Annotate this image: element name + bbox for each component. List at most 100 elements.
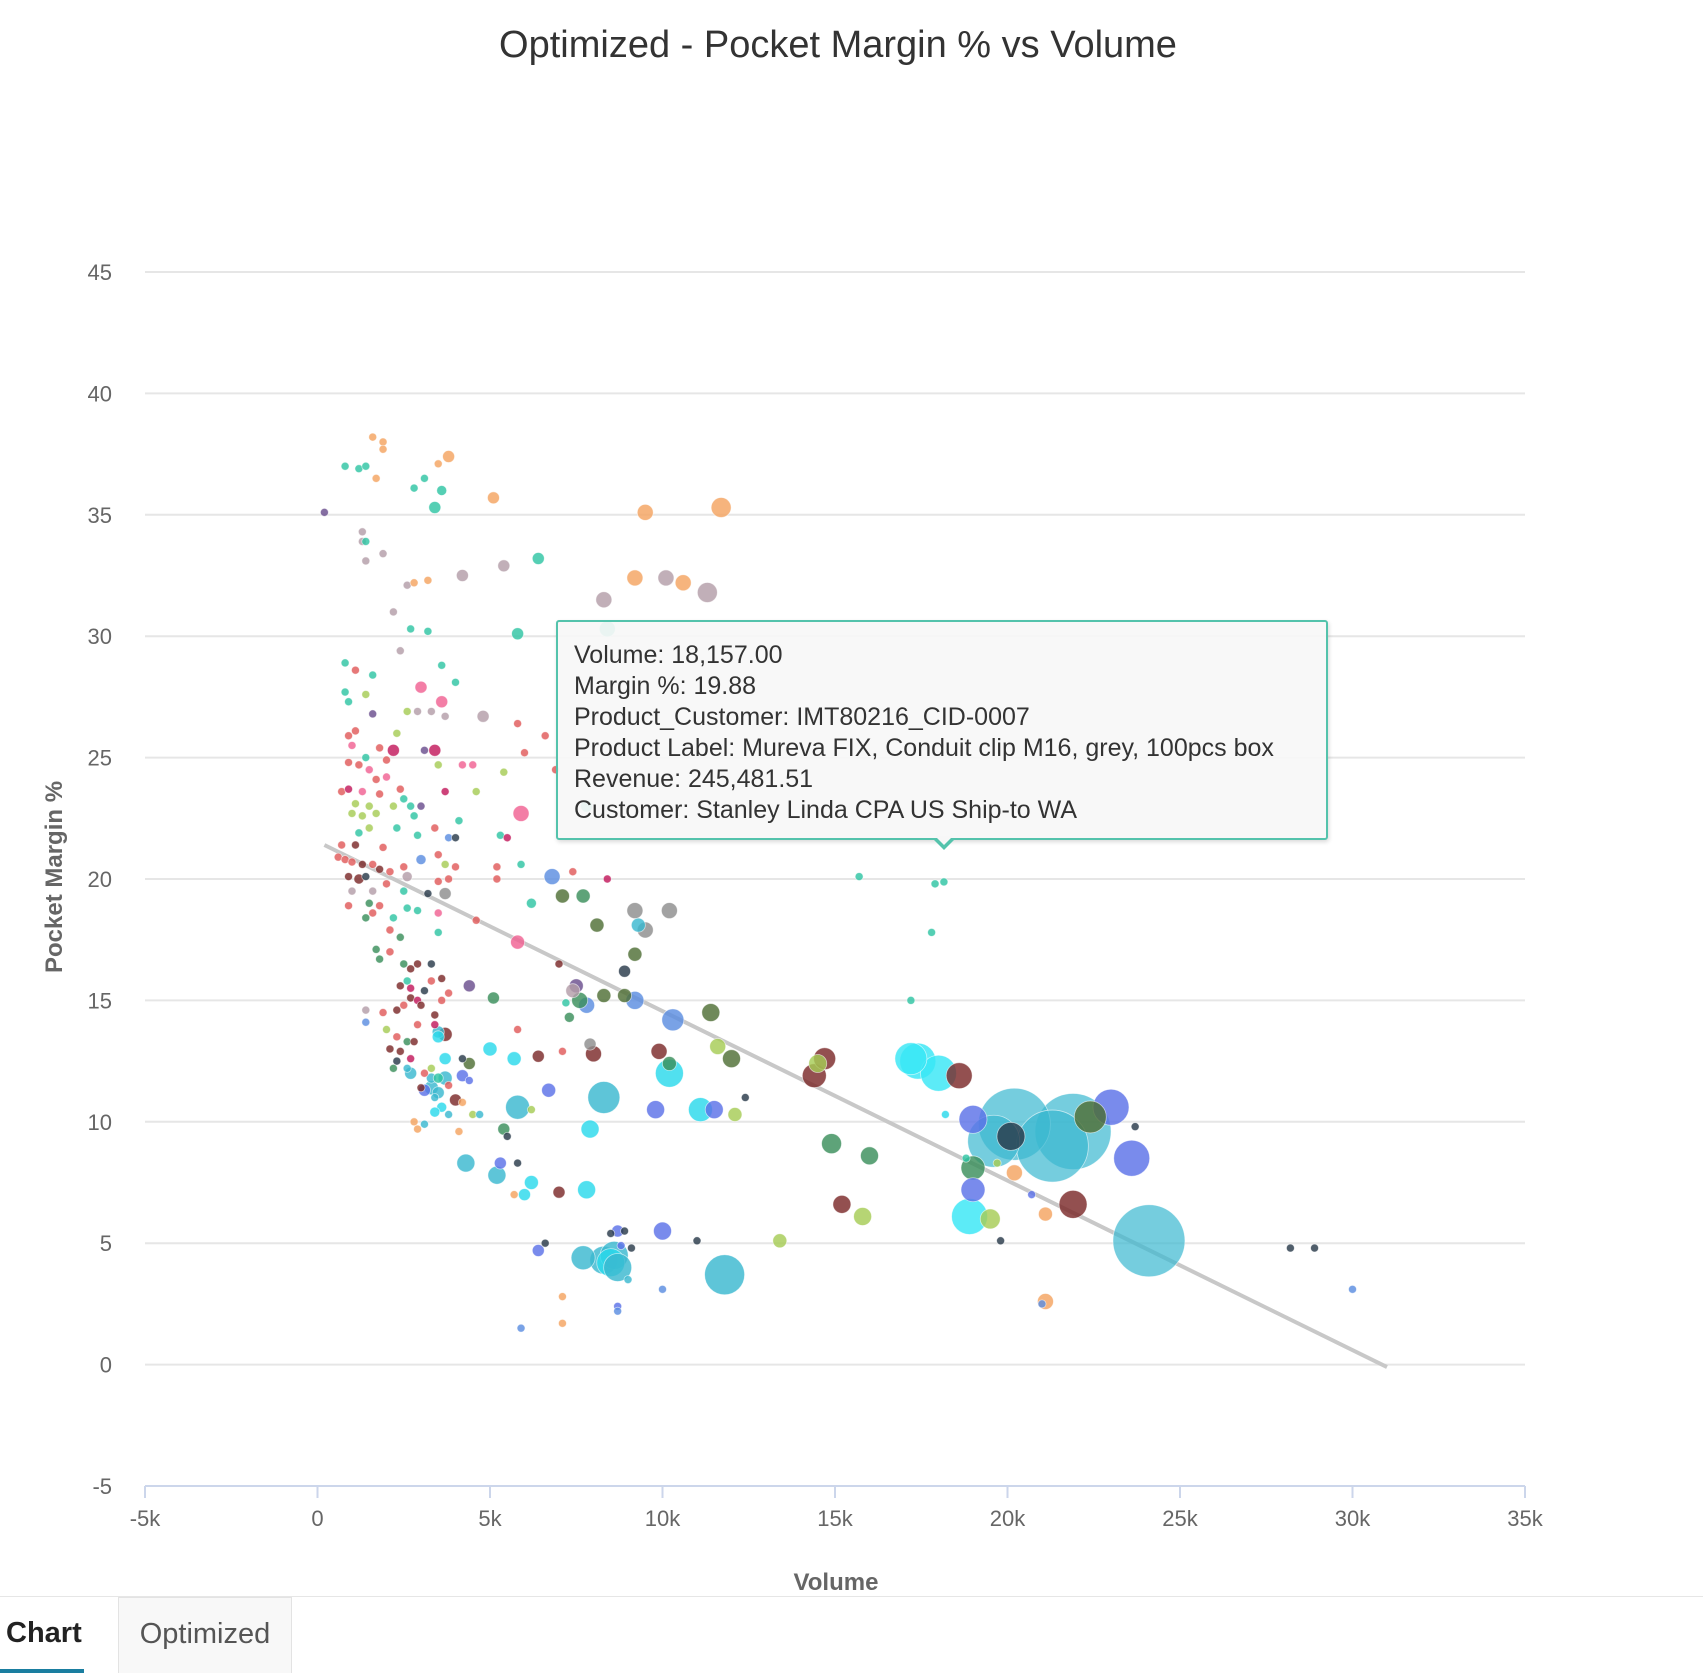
data-point bbox=[378, 437, 388, 447]
data-point bbox=[558, 1318, 567, 1328]
data-point bbox=[361, 1017, 371, 1027]
data-point bbox=[906, 996, 916, 1005]
data-point bbox=[444, 1110, 454, 1119]
data-point bbox=[399, 1000, 409, 1010]
y-tick-label: 45 bbox=[88, 260, 112, 285]
data-point bbox=[428, 501, 442, 514]
x-tick-label: 15k bbox=[817, 1506, 853, 1531]
data-point bbox=[416, 1083, 426, 1093]
data-point bbox=[558, 1292, 567, 1302]
data-point bbox=[371, 945, 381, 954]
data-point bbox=[361, 872, 371, 881]
data-point bbox=[657, 569, 675, 587]
data-point bbox=[444, 988, 454, 998]
data-point bbox=[371, 809, 381, 818]
data-point bbox=[413, 1020, 422, 1030]
data-point bbox=[527, 1105, 536, 1115]
data-point bbox=[596, 988, 612, 1003]
data-point bbox=[420, 986, 429, 996]
y-tick-label: 10 bbox=[88, 1110, 112, 1135]
data-point bbox=[468, 760, 478, 770]
chart-title: Optimized - Pocket Margin % vs Volume bbox=[499, 24, 1177, 66]
data-point bbox=[583, 1037, 597, 1051]
tab-bar: Chart Optimized bbox=[0, 1596, 1703, 1673]
data-point bbox=[939, 877, 949, 887]
data-point bbox=[854, 872, 864, 881]
data-point bbox=[516, 1323, 526, 1333]
data-point bbox=[406, 624, 416, 634]
data-point bbox=[524, 1175, 539, 1190]
y-tick-label: 25 bbox=[88, 746, 112, 771]
data-point bbox=[423, 626, 433, 636]
data-point bbox=[630, 917, 646, 933]
trendline-layer bbox=[323, 843, 1388, 1369]
data-point bbox=[704, 1100, 724, 1120]
data-point bbox=[361, 690, 371, 699]
y-tick-label: -5 bbox=[92, 1474, 112, 1499]
tab-chart[interactable]: Chart bbox=[0, 1597, 102, 1673]
data-point bbox=[941, 1110, 950, 1119]
data-point bbox=[476, 709, 490, 723]
data-point bbox=[561, 998, 571, 1008]
data-point bbox=[727, 1107, 743, 1122]
data-point bbox=[618, 964, 631, 978]
data-point bbox=[433, 908, 443, 918]
data-point bbox=[945, 1062, 973, 1090]
tab-optimized[interactable]: Optimized bbox=[118, 1597, 292, 1673]
data-point bbox=[552, 1185, 566, 1199]
scatter-chart: Optimized - Pocket Margin % vs Volume 45… bbox=[41, 24, 1544, 1590]
data-point bbox=[772, 1233, 788, 1249]
data-point bbox=[319, 507, 329, 517]
data-point bbox=[617, 988, 632, 1003]
data-point bbox=[511, 627, 524, 641]
data-point bbox=[409, 811, 419, 821]
data-point bbox=[1130, 1122, 1140, 1132]
data-point bbox=[606, 1229, 616, 1238]
data-point bbox=[433, 459, 443, 469]
data-point bbox=[357, 860, 367, 869]
data-point bbox=[620, 1226, 629, 1236]
data-point bbox=[565, 983, 581, 999]
x-tick-label: -5k bbox=[130, 1506, 162, 1531]
data-point bbox=[385, 947, 395, 957]
data-point bbox=[378, 549, 388, 559]
data-point bbox=[431, 1030, 445, 1044]
data-point bbox=[696, 582, 718, 603]
x-tick-label: 10k bbox=[645, 1506, 681, 1531]
data-point bbox=[499, 767, 509, 777]
data-point bbox=[704, 1254, 745, 1296]
data-point bbox=[692, 1236, 702, 1246]
data-point bbox=[357, 527, 367, 537]
data-point bbox=[402, 707, 412, 716]
data-point bbox=[347, 809, 357, 818]
data-point bbox=[587, 1081, 621, 1114]
data-point bbox=[613, 1306, 623, 1316]
data-point bbox=[364, 801, 374, 811]
data-point bbox=[392, 823, 402, 833]
tooltip-volume: Volume: 18,157.00 bbox=[574, 641, 783, 669]
data-point bbox=[399, 862, 409, 872]
data-point bbox=[451, 862, 460, 872]
data-point bbox=[364, 898, 374, 908]
data-point bbox=[996, 1236, 1005, 1246]
data-point bbox=[385, 1044, 395, 1054]
data-point bbox=[388, 913, 398, 923]
data-point bbox=[351, 799, 360, 809]
data-point bbox=[832, 1194, 852, 1214]
data-point bbox=[570, 1245, 596, 1271]
data-point bbox=[433, 928, 443, 937]
x-axis-label: Volume bbox=[794, 1569, 879, 1590]
data-point bbox=[808, 1054, 828, 1073]
data-point bbox=[464, 1076, 474, 1085]
data-point bbox=[388, 801, 398, 811]
data-point bbox=[433, 760, 443, 770]
data-point bbox=[347, 886, 357, 896]
data-point bbox=[357, 787, 367, 796]
data-point bbox=[636, 503, 654, 521]
data-point bbox=[399, 959, 409, 969]
data-point bbox=[361, 913, 371, 923]
data-point bbox=[454, 1127, 464, 1136]
data-point bbox=[416, 1000, 426, 1010]
active-tab-indicator bbox=[0, 1669, 84, 1673]
data-point bbox=[402, 976, 412, 986]
